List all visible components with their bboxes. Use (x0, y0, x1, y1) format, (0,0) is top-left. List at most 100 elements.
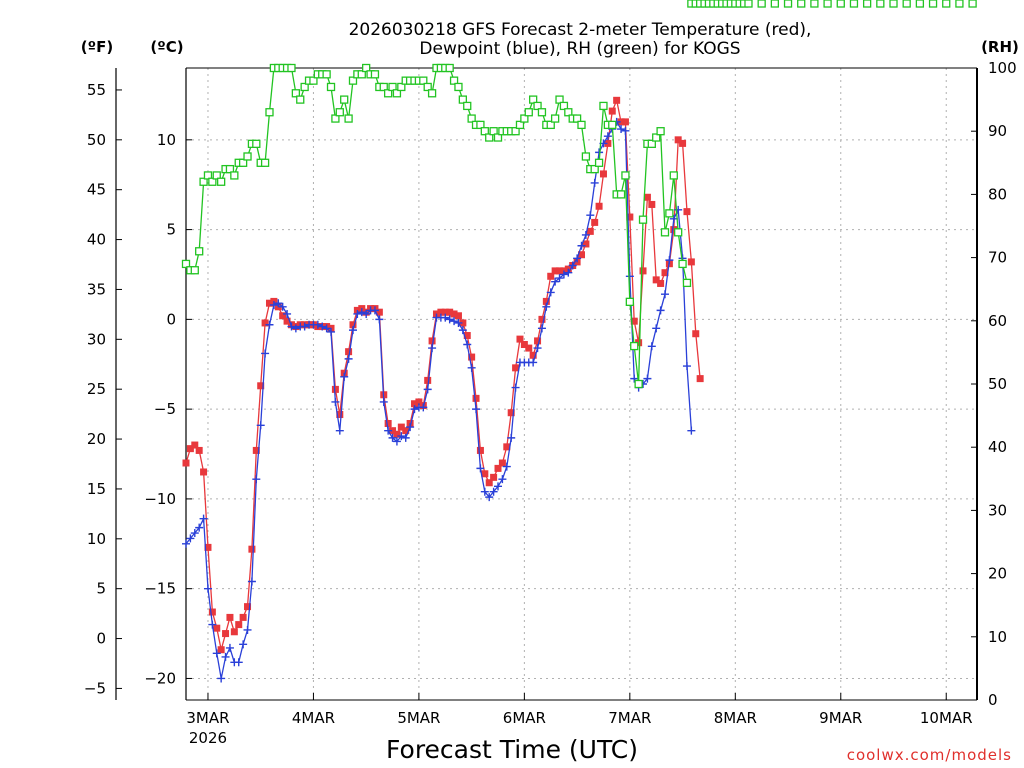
rh-tick-label: 50 (988, 375, 1007, 393)
rh-point (190, 266, 199, 275)
unit-rh-label: (RH) (981, 38, 1019, 56)
dewpoint-point (625, 272, 634, 281)
temperature-point (222, 630, 230, 638)
rh-point (656, 127, 665, 136)
temperature-point (424, 376, 432, 384)
rh-point (397, 82, 406, 92)
rh-point (458, 95, 468, 104)
temperature-point (257, 382, 265, 390)
temperature-point (485, 479, 493, 487)
rh-point (550, 114, 560, 123)
dewpoint-point (331, 397, 340, 406)
rh-point (968, 0, 977, 8)
rh-point (340, 95, 349, 104)
temperature-point (230, 628, 238, 636)
rh-point (485, 133, 494, 142)
rh-point (199, 177, 208, 186)
rh-point (682, 278, 692, 288)
fahrenheit-tick-label: 0 (96, 630, 106, 648)
dewpoint-point (313, 320, 322, 329)
rh-point (392, 89, 402, 98)
temperature-point (463, 332, 471, 340)
rh-point (388, 82, 397, 92)
rh-tick-label: 40 (988, 438, 1007, 456)
celsius-tick-label: 0 (166, 310, 176, 328)
unit-celsius-label: (ºC) (150, 38, 183, 56)
celsius-tick-label: 10 (157, 131, 176, 149)
dewpoint-point (665, 256, 674, 265)
rh-point (309, 76, 318, 85)
rh-point (463, 101, 472, 111)
temperature-point (235, 621, 243, 629)
rh-point (621, 171, 630, 180)
dewpoint-point (370, 306, 379, 315)
rh-point (326, 82, 336, 92)
time-tick-label: 3MAR (186, 709, 229, 727)
rh-point (362, 63, 371, 73)
temperature-point (503, 443, 511, 451)
dewpoint-point (208, 620, 217, 629)
temperature-point (336, 411, 344, 419)
dewpoint-point (283, 309, 292, 318)
rh-point (660, 228, 670, 237)
temperature-point (375, 308, 383, 316)
dewpoint-point (344, 354, 353, 363)
dewpoint-point (291, 324, 300, 333)
dewpoint-point (278, 302, 287, 311)
dewpoint-point (590, 178, 599, 187)
rh-point (243, 152, 252, 161)
dewpoint-point (322, 324, 331, 333)
dewpoint-point (542, 302, 551, 311)
dewpoint-point (406, 423, 415, 432)
temperature-point (525, 344, 533, 352)
rh-point (208, 177, 217, 186)
dewpoint-point (419, 403, 428, 412)
rh-point (181, 259, 191, 269)
dewpoint-point (581, 230, 590, 239)
dewpoint-point (379, 397, 388, 406)
temperature-point (586, 227, 594, 235)
rh-point (445, 63, 454, 73)
temperature-point (239, 613, 247, 621)
dewpoint-point (450, 317, 459, 326)
rh-point (757, 0, 766, 8)
dewpoint-point (480, 487, 489, 496)
fahrenheit-tick-label: 45 (87, 181, 106, 199)
fahrenheit-tick-label: 10 (87, 530, 106, 548)
temperature-point (630, 317, 638, 325)
dewpoint-point (428, 344, 437, 353)
fahrenheit-tick-label: 5 (96, 580, 106, 598)
rh-point (955, 0, 964, 8)
dewpoint-point (647, 342, 656, 351)
dewpoint-point (551, 277, 560, 286)
dewpoint-point (362, 309, 371, 318)
rh-point (291, 89, 301, 98)
dewpoint-point (243, 625, 252, 634)
temperature-point (621, 118, 629, 126)
dewpoint-point (643, 374, 652, 383)
dewpoint-point (392, 437, 401, 446)
temperature-point (516, 335, 524, 343)
dewpoint-point (401, 433, 410, 442)
rh-point (915, 0, 925, 8)
dewpoint-point (564, 268, 573, 277)
rh-point (572, 114, 582, 123)
dewpoint-point (476, 464, 485, 473)
dewpoint-point (221, 652, 230, 661)
dewpoint-point (559, 270, 568, 279)
dewpoint-point (388, 433, 397, 442)
time-tick-label: 5MAR (397, 709, 440, 727)
temperature-point (411, 400, 419, 408)
fahrenheit-tick-label: 50 (87, 131, 106, 149)
dewpoint-point (423, 385, 432, 394)
dewpoint-point (190, 529, 199, 538)
dewpoint-point (410, 405, 419, 414)
temperature-point (248, 545, 256, 553)
rh-point (616, 190, 626, 199)
rh-tick-label: 100 (988, 59, 1017, 77)
dewpoint-point (348, 326, 357, 335)
celsius-tick-label: −20 (144, 669, 176, 687)
temperature-point (648, 200, 656, 208)
rh-point (744, 0, 753, 8)
